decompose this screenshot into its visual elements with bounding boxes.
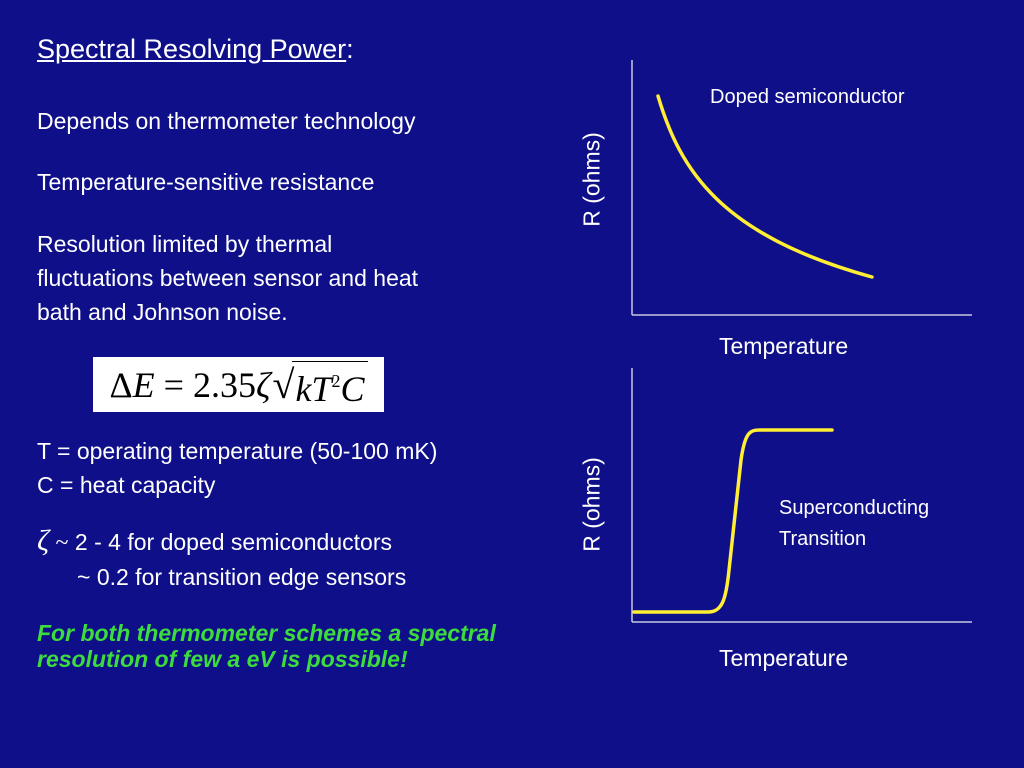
zeta-line-2: ~ 0.2 for transition edge sensors (77, 564, 407, 590)
plot1-y-label: R (ohms) (578, 132, 605, 227)
resolution-paragraph: Resolution limited by thermal fluctuatio… (37, 231, 419, 325)
plot1-curve-label: Doped semiconductor (710, 86, 905, 108)
conclusion: For both thermometer schemes a spectral … (37, 620, 496, 672)
plot1-curve (656, 94, 874, 279)
slide-title: Spectral Resolving Power: (37, 34, 354, 64)
definitions: T = operating temperature (50-100 mK) C … (37, 438, 438, 498)
zeta-symbol: ζ (37, 524, 50, 557)
bullet-resistance: Temperature-sensitive resistance (37, 169, 375, 195)
plot2-x-label: Temperature (719, 645, 849, 671)
plot2-y-label: R (ohms) (578, 457, 605, 552)
plot2-curve-label: Superconducting Transition (779, 497, 930, 550)
bullet-technology: Depends on thermometer technology (37, 108, 416, 134)
zeta-line-1: ζ ~ 2 - 4 for doped semiconductors (37, 524, 392, 557)
plot2-curve (632, 428, 834, 614)
plot1-x-label: Temperature (719, 333, 849, 359)
